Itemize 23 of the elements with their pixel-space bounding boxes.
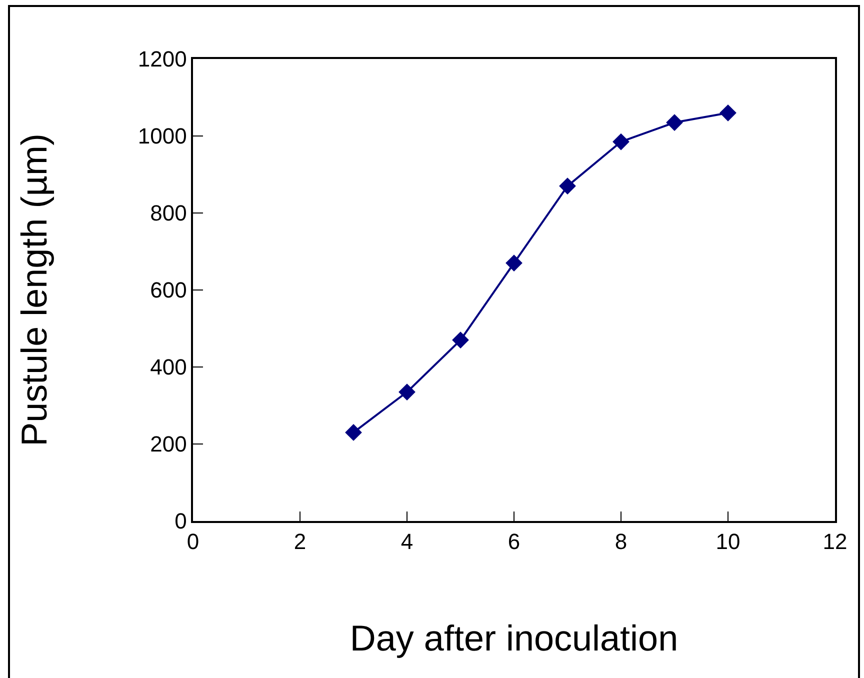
- y-tick-label: 200: [150, 432, 187, 457]
- point: [559, 178, 576, 194]
- x-axis-title: Day after inoculation: [350, 617, 678, 658]
- point: [612, 133, 630, 150]
- y-tick-label: 800: [150, 200, 187, 226]
- y-tick-label: 1000: [138, 124, 187, 149]
- y-axis-title: Pustule length (µm): [13, 134, 54, 446]
- y-tick-label: 600: [150, 278, 187, 303]
- x-tick-label: 12: [822, 529, 848, 554]
- point: [506, 254, 522, 272]
- point: [720, 104, 736, 122]
- y-tick-label: 1200: [138, 46, 187, 72]
- y-tick-label: 0: [174, 508, 187, 534]
- point: [666, 114, 683, 131]
- x-tick-label: 8: [614, 529, 628, 554]
- point: [452, 332, 469, 348]
- point: [345, 424, 362, 441]
- x-tick-label: 4: [400, 529, 414, 554]
- x-tick-label: 10: [716, 529, 740, 554]
- y-tick-label: 400: [150, 354, 187, 380]
- x-tick-label: 2: [294, 529, 306, 554]
- x-tick-label: 6: [508, 529, 520, 554]
- point: [398, 384, 416, 400]
